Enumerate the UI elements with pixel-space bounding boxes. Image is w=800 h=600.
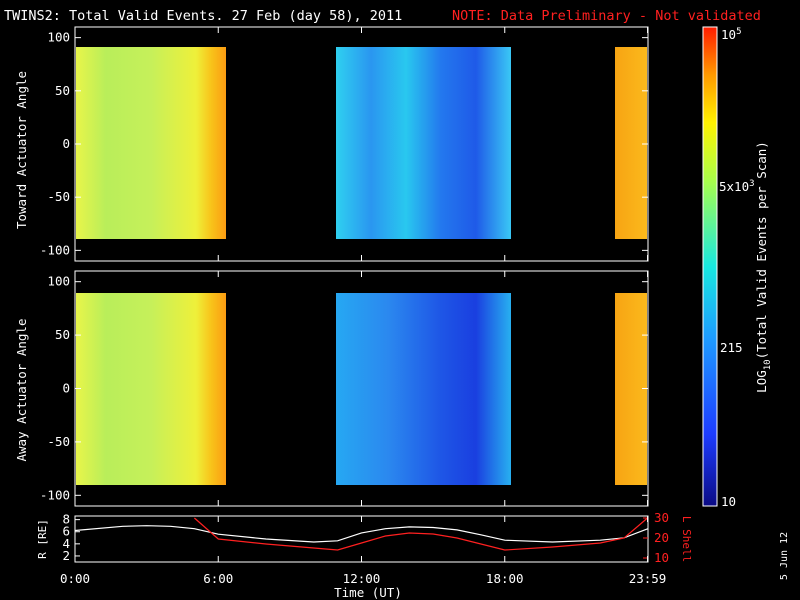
ytick-label: 0	[62, 136, 70, 151]
colorbar-label: LOG10(Total Valid Events per Scan)	[754, 141, 773, 393]
r-series-line	[74, 525, 649, 543]
colorbar: 105 5x103 215 10 LOG10(Total Valid Event…	[702, 26, 773, 509]
toward-block-3	[615, 47, 647, 239]
lshell-tick-label: 10	[654, 550, 669, 565]
date-stamp: 5 Jun 12	[779, 532, 790, 580]
xtick-label: 6:00	[203, 571, 233, 586]
colorbar-tick-min: 10	[721, 494, 736, 509]
r-tick-label: 8	[62, 512, 70, 527]
toward-block-2	[336, 47, 511, 239]
chart-title: TWINS2: Total Valid Events. 27 Feb (day …	[4, 8, 402, 24]
r-tick-label: 6	[62, 524, 70, 539]
ytick-label: -100	[40, 242, 70, 257]
colorbar-tick-5e3: 5x103	[719, 179, 755, 194]
toward-ylabel: Toward Actuator Angle	[14, 71, 29, 229]
xtick-label: 12:00	[343, 571, 381, 586]
away-yticks: 100 50 0 -50 -100	[40, 274, 648, 502]
time-axis: 0:00 6:00 12:00 18:00 23:59	[60, 27, 666, 586]
ephemeris-plot-frame	[74, 515, 649, 563]
toward-block-1	[76, 47, 226, 239]
lshell-series-line	[194, 517, 648, 551]
lshell-axis-label: L Shell	[680, 516, 693, 562]
away-block-2	[336, 293, 511, 485]
ytick-label: 100	[47, 274, 70, 289]
colorbar-gradient	[702, 26, 718, 507]
ytick-label: -50	[47, 434, 70, 449]
xtick-label: 23:59	[629, 571, 667, 586]
preliminary-note: NOTE: Data Preliminary - Not validated	[452, 8, 761, 24]
xtick-label: 0:00	[60, 571, 90, 586]
ytick-label: -100	[40, 487, 70, 502]
ytick-label: -50	[47, 189, 70, 204]
ytick-label: 0	[62, 381, 70, 396]
away-block-3	[615, 293, 647, 485]
r-tick-label: 4	[62, 536, 70, 551]
ytick-label: 100	[47, 30, 70, 45]
lshell-tick-label: 30	[654, 510, 669, 525]
xtick-label: 18:00	[486, 571, 524, 586]
ytick-label: 50	[55, 83, 70, 98]
toward-panel: Toward Actuator Angle 100 50 0 -50 -100	[14, 26, 649, 262]
colorbar-tick-215: 215	[720, 340, 743, 355]
lshell-tick-label: 20	[654, 530, 669, 545]
away-ylabel: Away Actuator Angle	[14, 319, 29, 462]
colorbar-tick-max: 105	[721, 27, 741, 42]
r-axis-label: R [RE]	[36, 519, 49, 559]
away-panel: Away Actuator Angle 100 50 0 -50 -100	[14, 270, 649, 507]
away-block-1	[76, 293, 226, 485]
toward-yticks: 100 50 0 -50 -100	[40, 30, 648, 257]
r-tick-label: 2	[62, 548, 70, 563]
time-axis-label: Time (UT)	[334, 585, 402, 600]
ytick-label: 50	[55, 327, 70, 342]
